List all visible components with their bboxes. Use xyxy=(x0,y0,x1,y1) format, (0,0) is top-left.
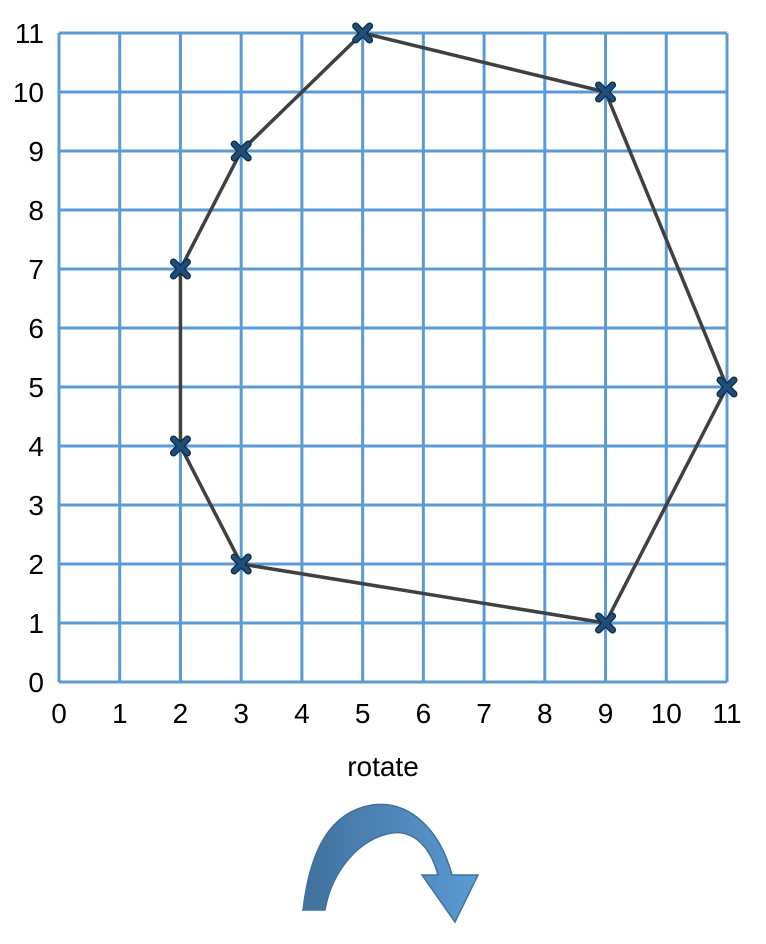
vertex-marker xyxy=(595,612,617,634)
x-tick-label: 7 xyxy=(476,698,492,729)
vertex-marker xyxy=(230,553,252,575)
y-tick-label: 2 xyxy=(28,549,44,580)
y-tick-label: 1 xyxy=(28,608,44,639)
x-tick-label: 0 xyxy=(51,698,67,729)
x-tick-label: 6 xyxy=(416,698,432,729)
vertex-marker xyxy=(716,376,738,398)
x-tick-label: 2 xyxy=(173,698,189,729)
y-tick-label: 0 xyxy=(28,667,44,698)
coordinate-grid xyxy=(57,31,729,684)
vertex-marker xyxy=(230,140,252,162)
y-tick-label: 6 xyxy=(28,313,44,344)
x-tick-label: 5 xyxy=(355,698,371,729)
rotate-caption: rotate xyxy=(347,751,419,782)
y-tick-label: 11 xyxy=(15,18,44,49)
vertex-markers xyxy=(169,22,738,634)
x-tick-label: 10 xyxy=(651,698,682,729)
y-axis-tick-labels: 0 1 2 3 4 5 6 7 8 9 10 11 xyxy=(13,18,44,698)
clockwise-rotate-arrow-icon xyxy=(302,803,480,924)
x-axis-tick-labels: 0 1 2 3 4 5 6 7 8 9 10 11 xyxy=(51,698,741,729)
x-tick-label: 4 xyxy=(294,698,310,729)
x-tick-label: 8 xyxy=(537,698,553,729)
y-tick-label: 5 xyxy=(28,372,44,403)
vertex-marker xyxy=(169,258,191,280)
vertex-marker xyxy=(595,81,617,103)
y-tick-label: 3 xyxy=(28,490,44,521)
vertex-marker xyxy=(169,435,191,457)
x-tick-label: 3 xyxy=(233,698,249,729)
x-tick-label: 9 xyxy=(598,698,614,729)
y-tick-label: 10 xyxy=(13,77,44,108)
y-tick-label: 4 xyxy=(28,431,44,462)
y-tick-label: 9 xyxy=(28,136,44,167)
y-tick-label: 7 xyxy=(28,254,44,285)
vertex-marker xyxy=(352,22,374,44)
x-tick-label: 11 xyxy=(712,698,741,729)
y-tick-label: 8 xyxy=(28,195,44,226)
x-tick-label: 1 xyxy=(112,698,128,729)
